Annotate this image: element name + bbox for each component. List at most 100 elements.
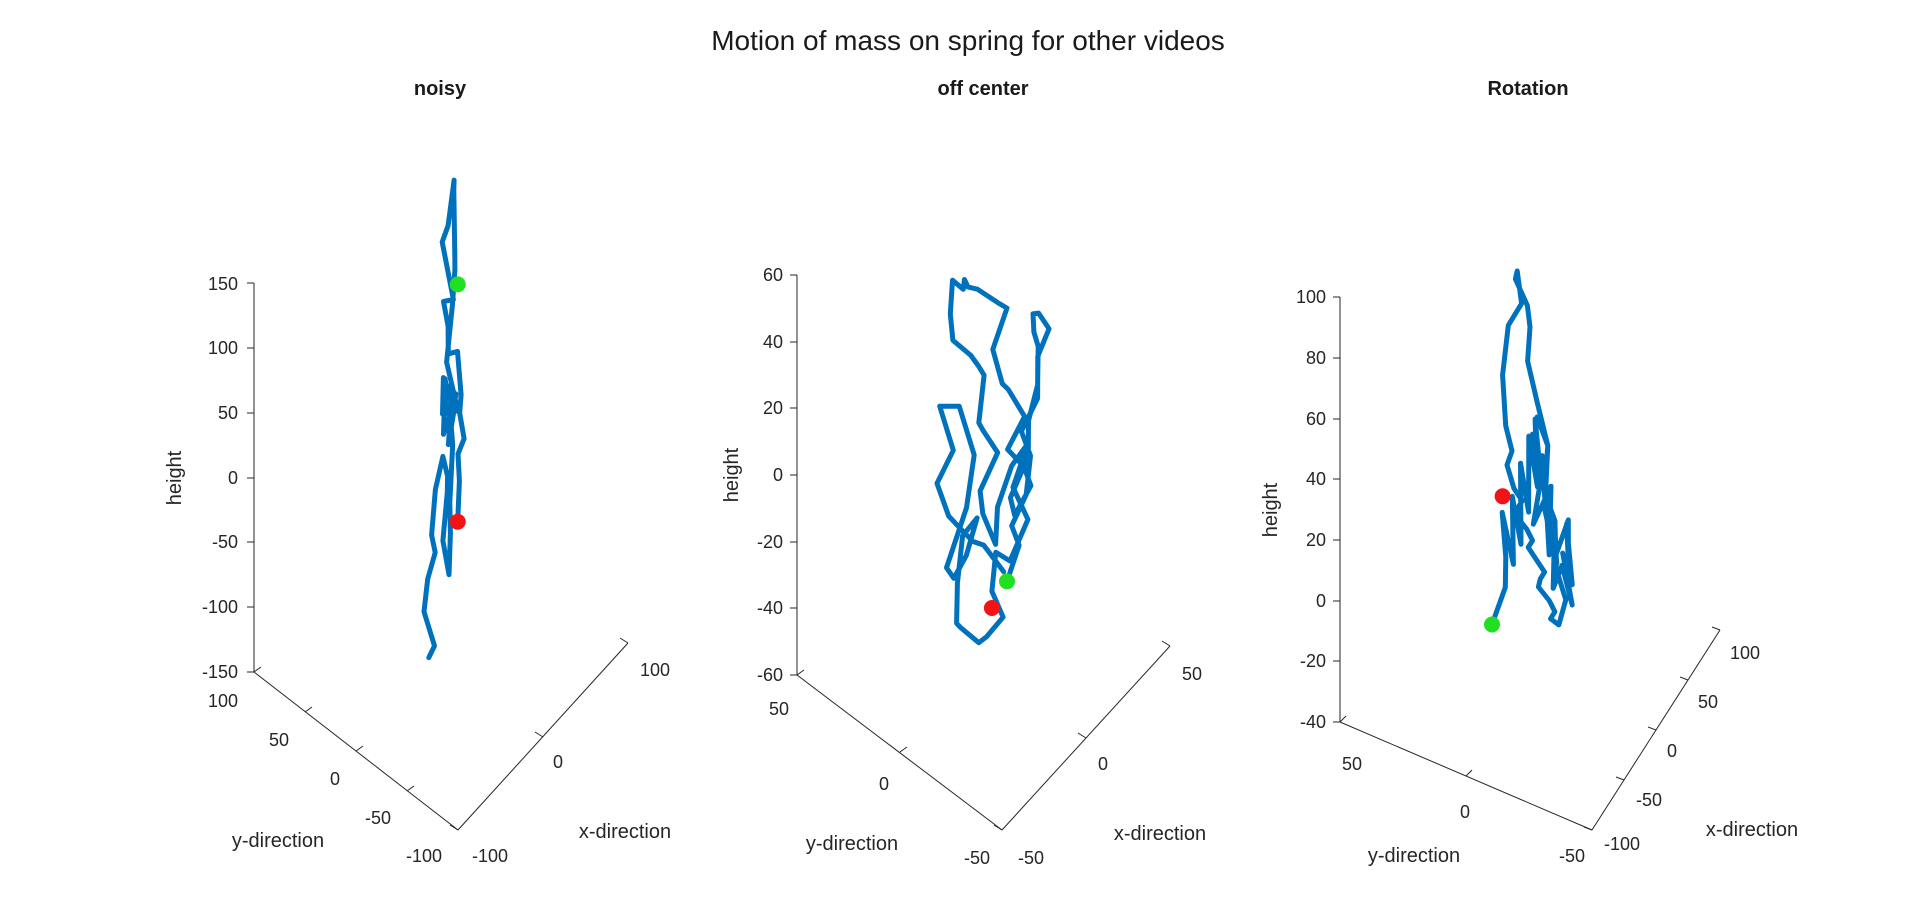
subplot-title: noisy: [414, 78, 467, 100]
x-tick: [993, 824, 1003, 831]
z-tick-label: -40: [1300, 712, 1326, 732]
x-tick-label: 50: [1182, 664, 1202, 684]
y-tick-label: -50: [964, 848, 990, 868]
y-tick-label: -100: [406, 846, 442, 866]
x-tick-label: 100: [640, 660, 670, 680]
x-tick-label: 0: [1098, 754, 1108, 774]
x-tick-label: -50: [1018, 848, 1044, 868]
x-tick: [1077, 732, 1087, 739]
trajectory-line: [421, 177, 467, 661]
subplot-rotation: Rotation 100 80 60 40 20 0 -20 -40 50: [1260, 78, 1798, 867]
y-tick-label: 0: [330, 769, 340, 789]
z-axis-label: height: [1260, 482, 1282, 537]
x-ticks: -50 0 50: [993, 640, 1202, 868]
y-tick: [406, 785, 415, 792]
trajectory-line: [934, 277, 1052, 646]
x-ticks: -100 0 100: [449, 637, 670, 866]
x-axis-label: x-direction: [579, 821, 671, 843]
z-tick-label: 20: [763, 398, 783, 418]
z-tick-label: 80: [1306, 348, 1326, 368]
start-marker: [999, 573, 1015, 590]
x-ticks: -100 -50 0 50 100: [1583, 626, 1760, 854]
start-marker: [449, 276, 466, 293]
z-ticks: 60 40 20 0 -20 -40 -60: [757, 265, 797, 685]
z-tick-label: -60: [757, 665, 783, 685]
end-marker: [449, 513, 466, 530]
x-tick: [1161, 640, 1171, 647]
y-ticks: 50 0 -50: [769, 669, 990, 868]
z-tick-label: 100: [1296, 287, 1326, 307]
y-tick-label: 50: [769, 699, 789, 719]
x-tick: [1679, 676, 1689, 681]
z-ticks: 100 80 60 40 20 0 -20 -40: [1296, 287, 1340, 732]
x-tick-label: -100: [472, 846, 508, 866]
y-tick: [899, 746, 908, 753]
z-tick-label: -50: [212, 532, 238, 552]
x-tick: [619, 637, 629, 644]
y-tick-label: 0: [879, 774, 889, 794]
x-tick-label: 100: [1730, 643, 1760, 663]
x-tick: [534, 731, 544, 738]
y-tick: [796, 669, 805, 676]
subplot-title: Rotation: [1487, 78, 1568, 100]
y-tick-label: 50: [269, 730, 289, 750]
z-tick-label: 0: [1316, 591, 1326, 611]
x-tick-label: 0: [553, 752, 563, 772]
x-axis-label: x-direction: [1706, 819, 1798, 841]
z-tick-label: 40: [1306, 469, 1326, 489]
z-tick-label: 40: [763, 332, 783, 352]
x-tick-label: 50: [1698, 692, 1718, 712]
y-tick-label: 100: [208, 691, 238, 711]
z-tick-label: -40: [757, 598, 783, 618]
x-tick: [1583, 826, 1593, 831]
y-tick-label: 0: [1460, 802, 1470, 822]
x-tick: [1647, 726, 1657, 731]
subplot-title: off center: [937, 78, 1028, 100]
y-tick-label: 50: [1342, 754, 1362, 774]
y-tick: [304, 706, 313, 713]
end-marker: [1494, 488, 1511, 505]
y-tick: [1339, 715, 1347, 723]
y-axis-label: y-direction: [806, 833, 898, 855]
z-axis-label: height: [721, 447, 743, 502]
z-axis-label: height: [164, 450, 186, 505]
z-tick-label: -100: [202, 597, 238, 617]
x-tick: [1615, 776, 1625, 781]
z-tick-label: 20: [1306, 530, 1326, 550]
z-tick-label: 60: [1306, 409, 1326, 429]
subplot-off-center: off center 60 40 20 0 -20 -40 -60 50: [721, 78, 1206, 868]
start-marker: [1484, 616, 1500, 633]
end-marker: [983, 600, 1000, 616]
z-ticks: 150 100 50 0 -50 -100 -150: [202, 274, 254, 682]
z-tick-label: -20: [757, 532, 783, 552]
z-tick-label: 60: [763, 265, 783, 285]
y-ticks: 100 50 0 -50 -100: [208, 666, 442, 866]
z-tick-label: -20: [1300, 651, 1326, 671]
y-tick: [1465, 769, 1473, 777]
y-tick: [253, 666, 262, 673]
y-tick-label: -50: [1559, 846, 1585, 866]
x-tick-label: -50: [1636, 790, 1662, 810]
x-axis-label: x-direction: [1114, 823, 1206, 845]
y-tick: [355, 745, 364, 752]
trajectory-line: [1489, 268, 1575, 628]
subplot-noisy: noisy 150 100 50 0 -50 -100 -150 100: [164, 78, 671, 866]
y-ticks: 50 0 -50: [1339, 715, 1585, 866]
z-tick-label: 50: [218, 403, 238, 423]
y-axis-line: [796, 674, 1003, 831]
z-tick-label: 150: [208, 274, 238, 294]
z-tick-label: 0: [228, 468, 238, 488]
y-tick-label: -50: [365, 808, 391, 828]
x-tick: [449, 824, 459, 831]
x-tick: [1711, 626, 1721, 631]
x-tick-label: -100: [1604, 834, 1640, 854]
z-tick-label: 100: [208, 338, 238, 358]
figure-title: Motion of mass on spring for other video…: [711, 25, 1225, 56]
x-tick-label: 0: [1667, 741, 1677, 761]
y-axis-label: y-direction: [232, 830, 324, 852]
y-axis-label: y-direction: [1368, 845, 1460, 867]
z-tick-label: 0: [773, 465, 783, 485]
z-tick-label: -150: [202, 662, 238, 682]
